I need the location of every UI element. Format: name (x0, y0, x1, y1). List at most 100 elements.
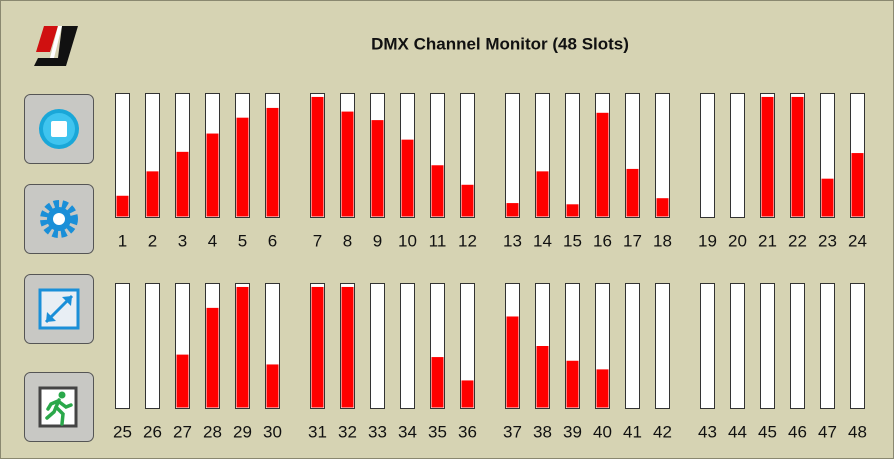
channel-level (626, 168, 639, 217)
channel-level (341, 286, 354, 408)
channel-meter (460, 283, 475, 409)
channel-level (311, 96, 324, 217)
channel-meter (760, 283, 775, 409)
channel-label: 16 (593, 231, 612, 250)
channel-level (596, 369, 609, 408)
channel-label: 34 (398, 422, 417, 441)
channel-label: 13 (503, 231, 522, 250)
channel-label: 19 (698, 231, 717, 250)
channel-level (311, 286, 324, 408)
channel-label: 3 (178, 231, 187, 250)
channel-label: 26 (143, 422, 162, 441)
channel-meter (850, 283, 865, 409)
title: DMX Channel Monitor (48 Slots) (371, 34, 629, 53)
channel-meter (700, 93, 715, 218)
channel-level (461, 184, 474, 217)
channel-level (851, 153, 864, 217)
fullscreen-button[interactable] (24, 274, 94, 344)
channel-meter (145, 283, 160, 409)
channel-level (506, 203, 519, 217)
channel-meter (730, 283, 745, 409)
channel-level (236, 286, 249, 408)
channel-level (461, 380, 474, 408)
channel-label: 44 (728, 422, 747, 441)
channel-label: 25 (113, 422, 132, 441)
channel-label: 23 (818, 231, 837, 250)
channel-label: 22 (788, 231, 807, 250)
channel-level (536, 346, 549, 408)
channel-label: 42 (653, 422, 672, 441)
channel-level (791, 96, 804, 217)
channel-label: 4 (208, 231, 217, 250)
channel-label: 24 (848, 231, 867, 250)
channel-label: 20 (728, 231, 747, 250)
channel-level (341, 111, 354, 217)
channel-level (536, 171, 549, 217)
channel-label: 33 (368, 422, 387, 441)
channel-level (371, 120, 384, 217)
channel-label: 15 (563, 231, 582, 250)
channel-meter (790, 283, 805, 409)
channel-level (236, 117, 249, 217)
channel-meter (115, 93, 130, 218)
channel-label: 11 (429, 231, 447, 250)
channel-label: 46 (788, 422, 807, 441)
channel-label: 40 (593, 422, 612, 441)
channel-label: 36 (458, 422, 477, 441)
exit-button[interactable] (24, 372, 94, 442)
channel-label: 38 (533, 422, 552, 441)
channel-meter (505, 93, 520, 218)
channel-label: 6 (268, 231, 277, 250)
channel-level (566, 204, 579, 217)
channel-label: 47 (818, 422, 837, 441)
channel-label: 31 (308, 422, 327, 441)
channel-level (401, 139, 414, 217)
channel-level (266, 364, 279, 408)
channel-label: 37 (503, 422, 522, 441)
channel-level (116, 195, 129, 217)
settings-button[interactable] (24, 184, 94, 254)
channel-level (596, 112, 609, 217)
channel-label: 45 (758, 422, 777, 441)
channel-meter (625, 283, 640, 409)
channel-label: 43 (698, 422, 717, 441)
channel-label: 9 (373, 231, 382, 250)
stop-button[interactable] (24, 94, 94, 164)
channel-level (176, 151, 189, 217)
channel-level (761, 96, 774, 217)
channel-label: 8 (343, 231, 352, 250)
channel-label: 39 (563, 422, 582, 441)
channel-label: 32 (338, 422, 357, 441)
channel-label: 17 (623, 231, 642, 250)
channel-level (266, 107, 279, 217)
channel-level (431, 165, 444, 217)
channel-label: 30 (263, 422, 282, 441)
channel-meter (820, 283, 835, 409)
channel-label: 1 (118, 231, 127, 250)
channel-label: 12 (458, 231, 477, 250)
channel-level (206, 307, 219, 408)
channel-level (206, 133, 219, 217)
channel-label: 14 (533, 231, 552, 250)
channel-level (431, 357, 444, 408)
channel-label: 2 (148, 231, 157, 250)
channel-meter (700, 283, 715, 409)
channel-meter (400, 283, 415, 409)
channel-label: 27 (173, 422, 192, 441)
channel-label: 21 (758, 231, 777, 250)
channel-label: 10 (398, 231, 417, 250)
channel-level (506, 316, 519, 408)
channel-level (176, 354, 189, 408)
channel-level (656, 198, 669, 217)
channel-label: 35 (428, 422, 447, 441)
channel-label: 7 (313, 231, 322, 250)
channel-meter (655, 283, 670, 409)
channel-label: 48 (848, 422, 867, 441)
channel-meter (115, 283, 130, 409)
channel-meter (370, 283, 385, 409)
channel-label: 41 (623, 422, 642, 441)
channel-level (566, 360, 579, 408)
channel-label: 18 (653, 231, 672, 250)
